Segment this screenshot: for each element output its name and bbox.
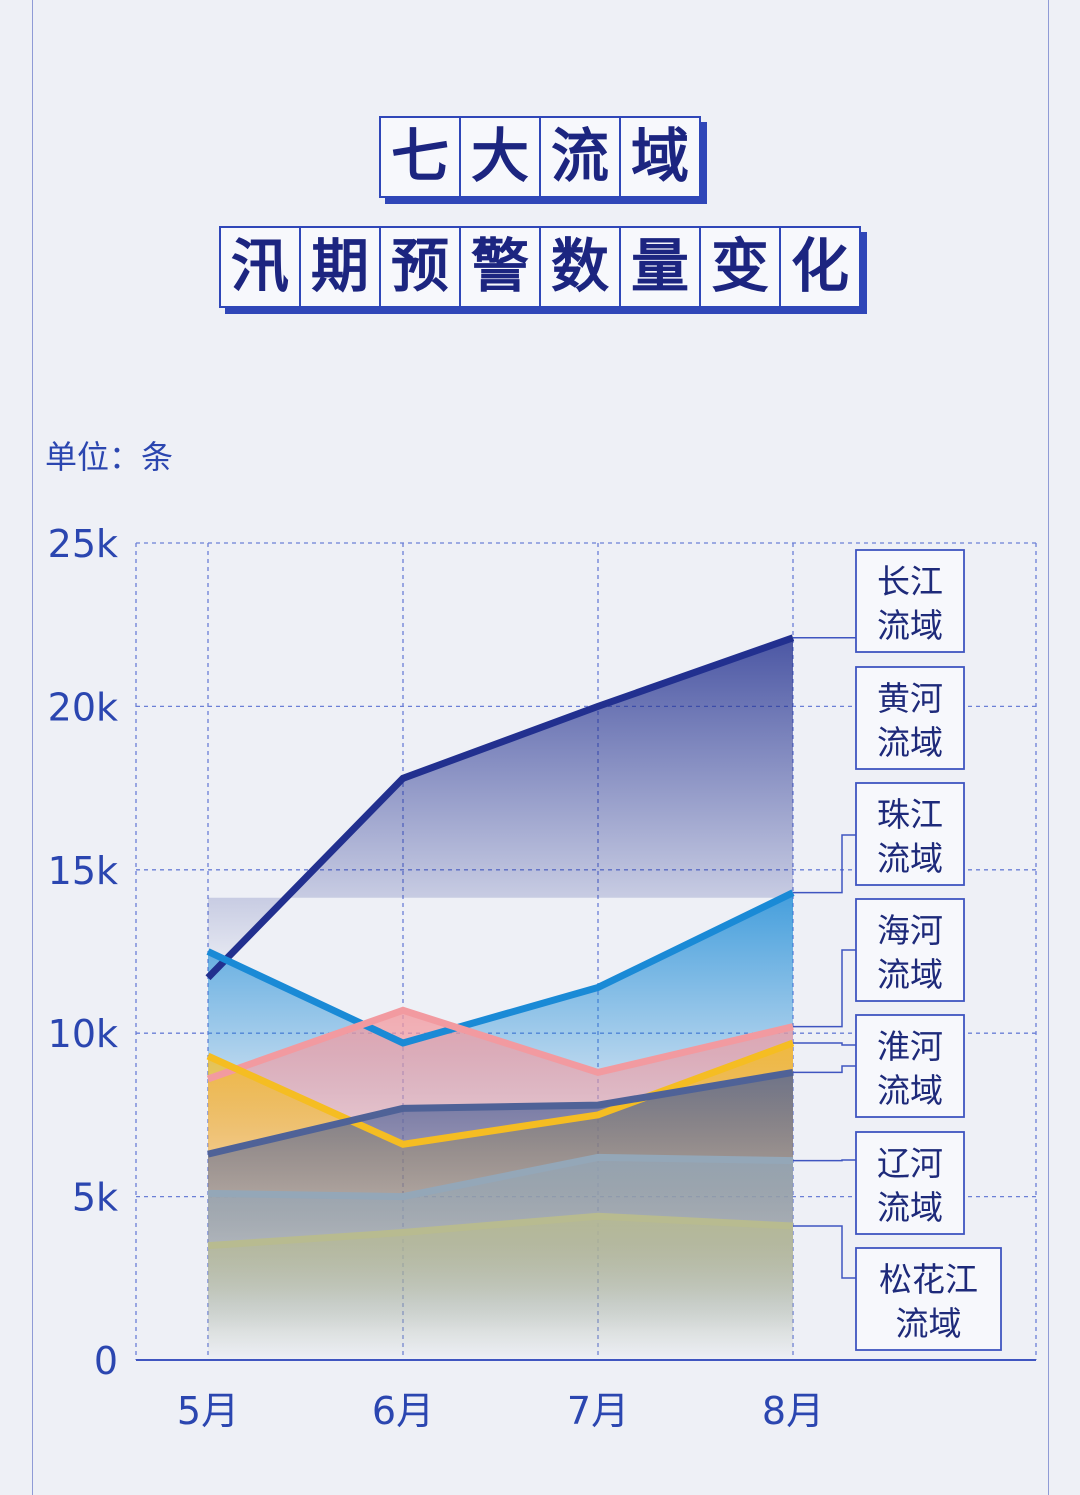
series-line-松花江流域 (207, 1212, 794, 1250)
legend-box-1 (855, 666, 965, 770)
title2-char-7: 化 (779, 228, 859, 306)
x-tick-label-3: 8月 (762, 1389, 824, 1433)
legend-leader-4 (793, 1065, 856, 1074)
y-tick-label-3: 15k (48, 849, 118, 893)
legend-leader-2 (793, 949, 856, 1028)
title-line-2: 汛期预警数量变化 (0, 226, 1080, 308)
legend-leader-5 (793, 1159, 856, 1162)
legend-box-0 (855, 549, 965, 653)
legend-leader-1 (793, 834, 856, 894)
legend-label-line1-3: 海河 (877, 911, 943, 950)
area-fills (208, 637, 793, 1360)
legend-label-line1-6: 松花江 (879, 1260, 978, 1299)
legend-label-line2-3: 流域 (877, 955, 943, 994)
right-frame-line (1048, 0, 1049, 1495)
legend-leader-6 (793, 1225, 856, 1279)
legend-label-line1-4: 淮河 (877, 1027, 943, 1066)
series-line-黄河流域 (206, 889, 795, 1047)
title2-char-3: 警 (458, 228, 539, 306)
title2-char-4: 数 (539, 228, 619, 306)
y-tick-label-5: 25k (48, 522, 118, 566)
legend-box-4 (855, 1014, 965, 1118)
title2-char-2: 预 (378, 228, 459, 306)
x-tick-label-2: 7月 (567, 1389, 629, 1433)
y-tick-label-1: 5k (72, 1176, 118, 1220)
x-tick-label-0: 5月 (177, 1389, 239, 1433)
legend-label-line2-6: 流域 (896, 1304, 962, 1343)
title2-char-5: 量 (619, 228, 699, 306)
series-line-珠江流域 (206, 1006, 794, 1083)
legend-box-6 (855, 1247, 1002, 1351)
legend-box-5 (855, 1131, 965, 1235)
legend-label-line2-2: 流域 (877, 839, 943, 878)
axes: 0 5k 10k 15k 20k 25k 5月 6月 7月 8月 (48, 522, 1036, 1433)
legend-box-3 (855, 898, 965, 1002)
title2-char-6: 变 (699, 228, 779, 306)
y-tick-label-2: 10k (48, 1012, 118, 1056)
legend-label-line2-1: 流域 (877, 723, 943, 762)
x-tick-label-1: 6月 (372, 1389, 434, 1433)
legend-label-line2-0: 流域 (877, 606, 943, 645)
series-line-海河流域 (206, 1039, 795, 1148)
series-line-辽河流域 (207, 1153, 794, 1201)
title1-char-3: 域 (619, 118, 699, 196)
y-tick-label-0: 0 (94, 1339, 118, 1383)
title1-char-2: 流 (539, 118, 619, 196)
title-line-1: 七大流域 (0, 116, 1080, 198)
legend-box-2 (855, 782, 965, 886)
series-line-淮河流域 (207, 1068, 794, 1158)
title2-char-1: 期 (298, 228, 379, 306)
legend-label-line1-1: 黄河 (877, 679, 943, 718)
legend-label-line1-5: 辽河 (877, 1144, 943, 1183)
title-box-2: 汛期预警数量变化 (218, 226, 862, 308)
series-line-长江流域 (205, 634, 795, 981)
title-box-1: 七大流域 (378, 116, 702, 198)
legend-label-line2-5: 流域 (877, 1188, 943, 1227)
legend-label-line1-2: 珠江 (877, 795, 943, 834)
legend-leader-3 (793, 1042, 856, 1046)
area-松花江流域 (208, 1216, 793, 1360)
series-lines (205, 634, 795, 1250)
title1-char-0: 七 (390, 122, 449, 190)
unit-label: 单位：条 (45, 438, 174, 476)
legend-label-line2-4: 流域 (877, 1071, 943, 1110)
title1-char-1: 大 (458, 118, 539, 196)
legend-label-line1-0: 长江 (877, 562, 943, 601)
title2-char-0: 汛 (230, 232, 289, 300)
area-长江流域 (208, 637, 793, 978)
y-tick-label-4: 20k (48, 685, 118, 729)
left-frame-line (32, 0, 33, 1495)
